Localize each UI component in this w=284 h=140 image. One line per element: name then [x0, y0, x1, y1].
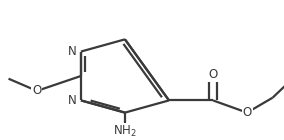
- Text: O: O: [208, 68, 218, 81]
- Text: N: N: [68, 45, 76, 58]
- Text: O: O: [243, 106, 252, 119]
- Text: O: O: [32, 84, 41, 97]
- Text: NH$_2$: NH$_2$: [113, 124, 137, 139]
- Text: N: N: [68, 94, 76, 107]
